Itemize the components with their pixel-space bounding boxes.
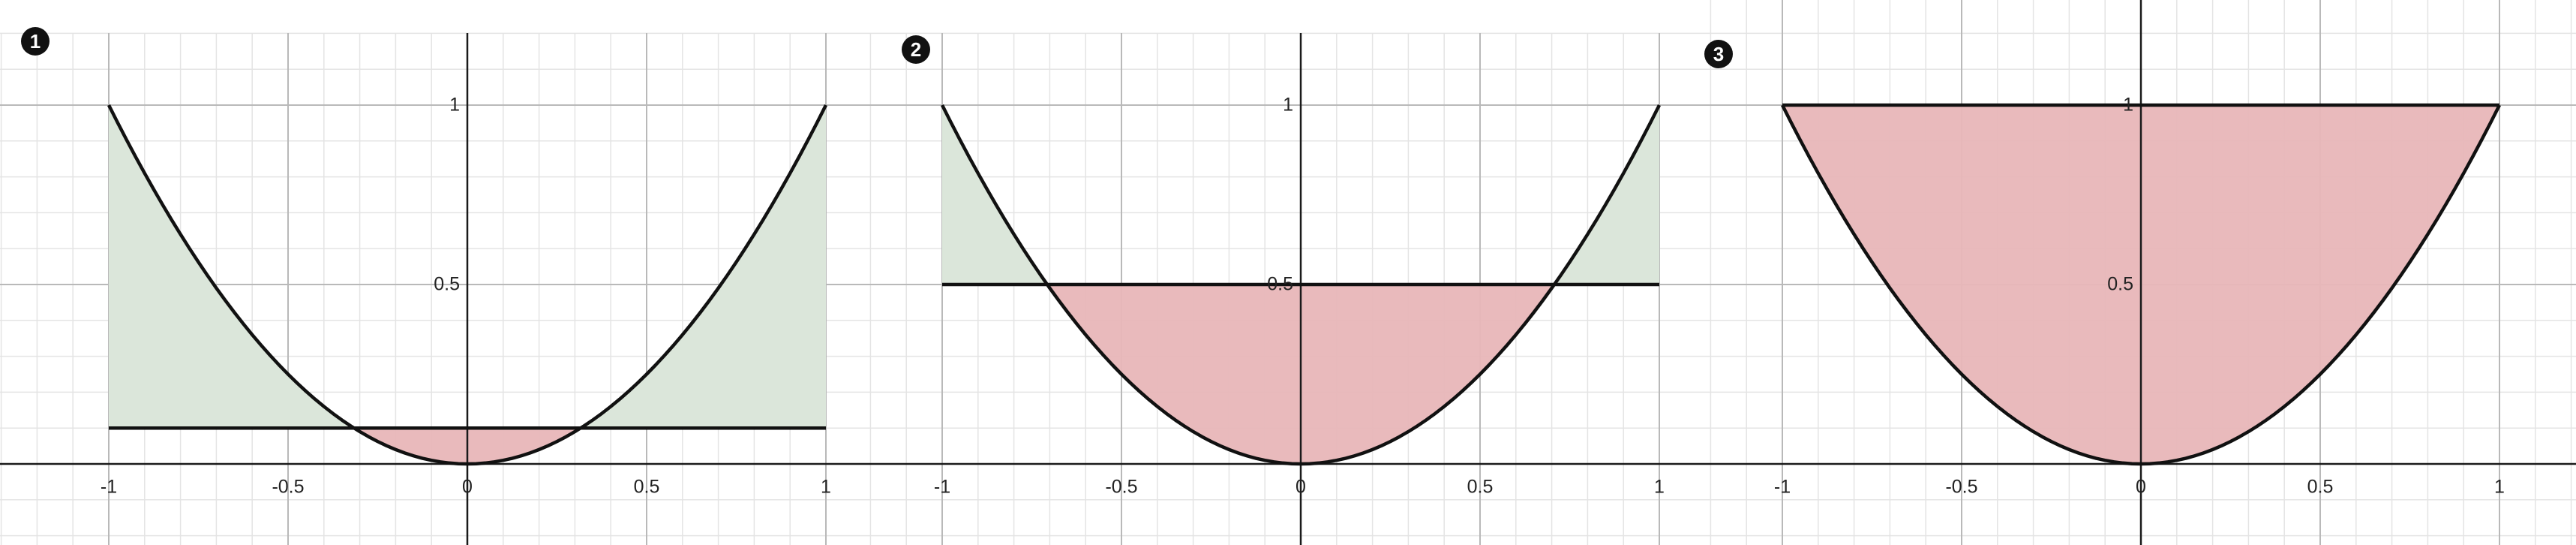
x-tick-label: 0.5 [634,477,660,498]
badge-circle [902,35,930,64]
tick-labels: -1 -0.5 0 0.5 1 0.5 1 [1774,95,2505,498]
series [1780,103,2502,466]
x-tick-label: 0 [2136,477,2146,498]
x-tick-label: -0.5 [272,477,304,498]
x-tick-label: -1 [1774,477,1791,498]
x-tick-label: 1 [1654,477,1665,498]
tick-labels: -1 -0.5 0 0.5 1 0.5 1 [934,95,1665,498]
x-tick-label: 0 [462,477,473,498]
parabola-curve [107,104,828,466]
badge-circle [21,27,50,56]
area-above-line-right [1554,105,1659,285]
x-tick-label: 1 [2494,477,2505,498]
chart-panel-2: -1 -0.5 0 0.5 1 0.5 1 2 [851,32,1688,545]
badge-number: 3 [1713,43,1724,65]
axes [0,33,851,545]
x-tick-label: 1 [821,477,831,498]
badge-number: 2 [911,38,921,61]
tick-labels: -1 -0.5 0 0.5 1 0.5 1 [101,95,831,498]
area-above-line-right [581,105,826,429]
y-tick-label: 1 [2123,95,2133,116]
x-tick-label: 0 [1296,477,1306,498]
x-tick-label: 0.5 [1467,477,1494,498]
x-tick-label: -1 [101,477,117,498]
series [940,104,1662,466]
chart-panel-1: -1 -0.5 0 0.5 1 0.5 1 1 [0,27,851,545]
x-tick-label: -1 [934,477,950,498]
parabola-curve [940,104,1662,466]
y-tick-label: 1 [1283,95,1293,116]
panel-number-badge: 2 [902,35,930,64]
badge-number: 1 [30,30,41,53]
area-above-line-left [942,105,1047,285]
panel-number-badge: 1 [21,27,50,56]
y-tick-label: 0.5 [434,274,460,295]
y-tick-label: 1 [449,95,460,116]
x-tick-label: -0.5 [1105,477,1137,498]
badge-circle [1704,40,1733,68]
x-tick-label: -0.5 [1945,477,1977,498]
panel-number-badge: 3 [1704,40,1733,68]
x-tick-label: 0.5 [2307,477,2334,498]
area-above-line-left [109,105,354,429]
chart-panel-3: -1 -0.5 0 0.5 1 0.5 1 3 [1688,0,2576,545]
y-tick-label: 0.5 [1267,274,1293,295]
series [107,104,828,466]
y-tick-label: 0.5 [2107,274,2133,295]
axes [851,33,1688,545]
parabola-curve [1780,104,2502,466]
